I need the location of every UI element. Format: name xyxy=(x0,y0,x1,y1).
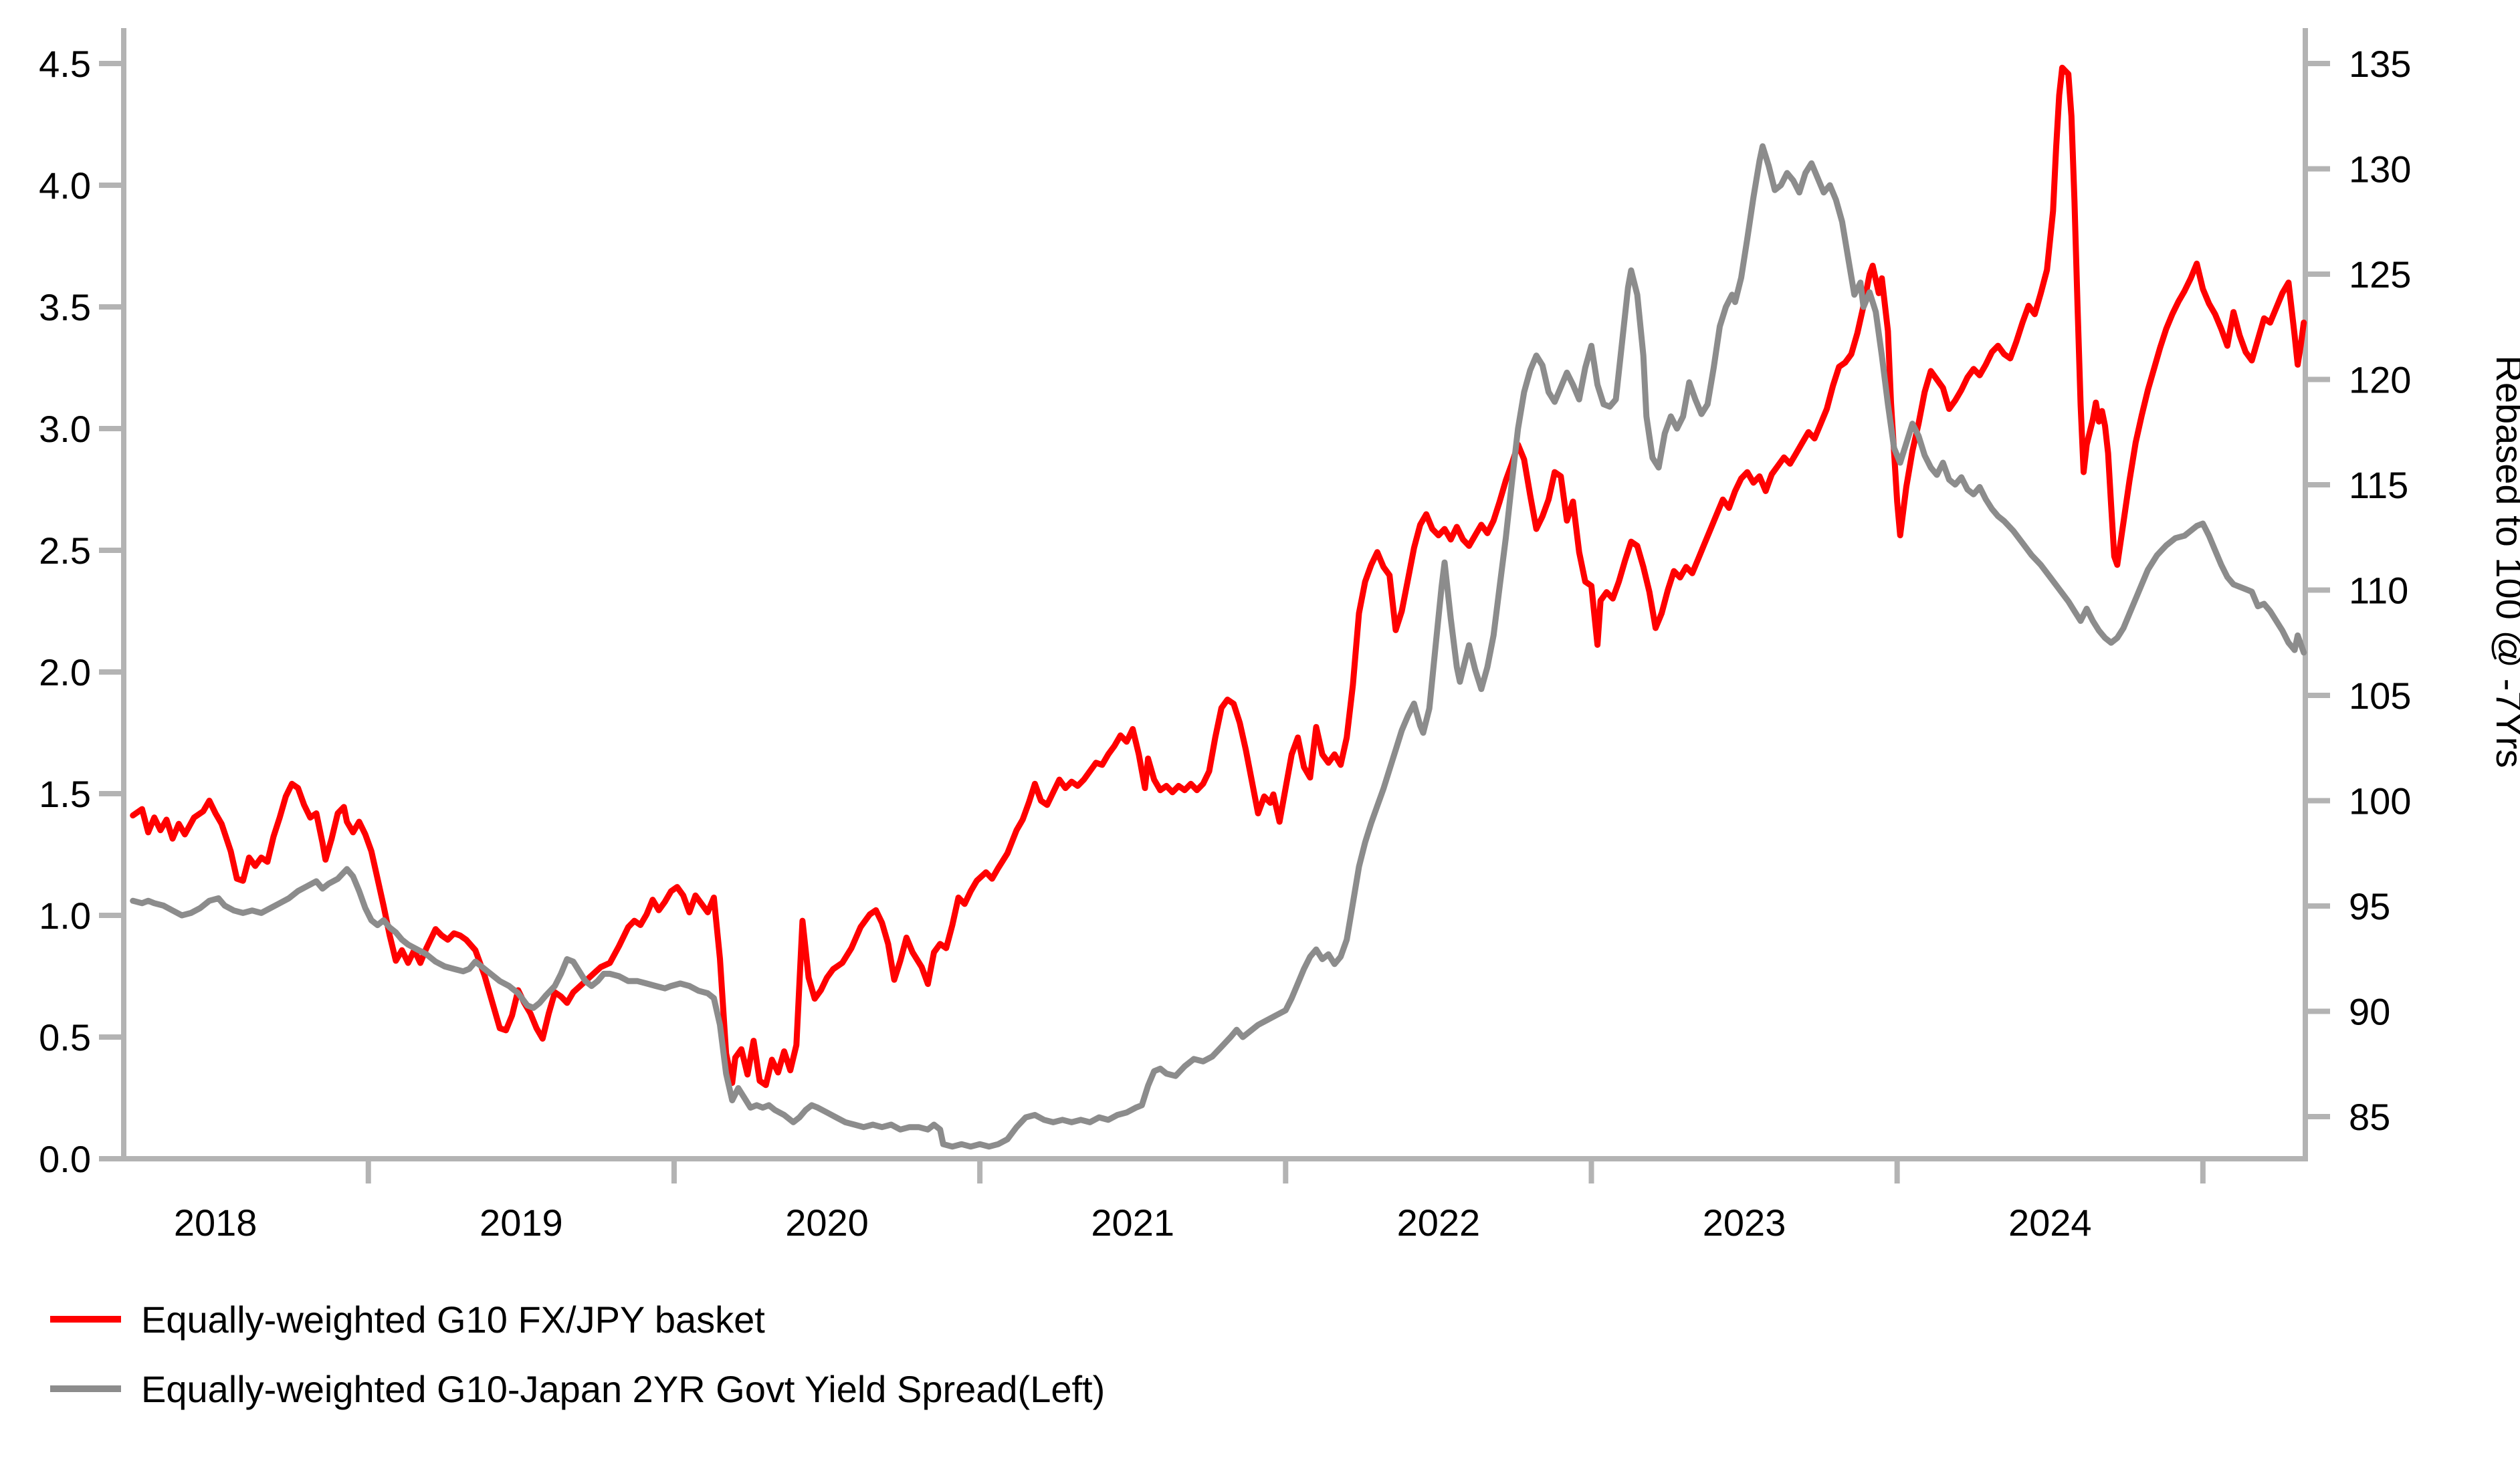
right-axis-tick-label: 125 xyxy=(2349,253,2411,296)
right-axis-tick-label: 95 xyxy=(2349,885,2390,927)
left-axis-tick-label: 2.0 xyxy=(39,651,91,693)
x-axis-year-label: 2019 xyxy=(480,1202,563,1244)
legend-swatch-gray-line xyxy=(50,1385,121,1392)
right-axis-tick-label: 115 xyxy=(2349,464,2408,506)
right-axis-tick-label: 135 xyxy=(2349,43,2411,85)
left-axis-tick-label: 0.5 xyxy=(39,1016,91,1058)
left-axis-tick-label: 3.0 xyxy=(39,408,91,450)
series-line-yield-spread xyxy=(130,143,2307,1150)
left-axis-tick-label: 2.5 xyxy=(39,530,91,572)
left-axis-tick-label: 4.0 xyxy=(39,164,91,207)
x-axis-year-label: 2021 xyxy=(1091,1202,1174,1244)
left-axis-tick-label: 0.0 xyxy=(39,1138,91,1180)
right-axis-tick-label: 85 xyxy=(2349,1096,2390,1138)
left-axis-tick-label: 1.5 xyxy=(39,773,91,815)
legend-item-yield-spread: Equally-weighted G10-Japan 2YR Govt Yiel… xyxy=(50,1365,1105,1412)
series-line-fx-basket xyxy=(130,64,2307,1089)
legend: Equally-weighted G10 FX/JPY basket Equal… xyxy=(50,1296,1105,1435)
right-axis-tick-label: 90 xyxy=(2349,991,2390,1033)
left-axis-tick-label: 1.0 xyxy=(39,895,91,937)
legend-swatch-red-line xyxy=(50,1316,121,1323)
left-axis-tick-label: 4.5 xyxy=(39,43,91,85)
x-axis-year-label: 2022 xyxy=(1397,1202,1481,1244)
right-axis-title: Rebased to 100 @ -7Yrs xyxy=(2489,355,2520,768)
right-axis-tick-label: 120 xyxy=(2349,359,2411,401)
right-axis-tick-label: 105 xyxy=(2349,675,2411,717)
legend-label: Equally-weighted G10-Japan 2YR Govt Yiel… xyxy=(141,1367,1106,1410)
x-axis-year-label: 2024 xyxy=(2008,1202,2092,1244)
right-axis-tick-label: 130 xyxy=(2349,148,2411,191)
x-axis-year-label: 2018 xyxy=(174,1202,257,1244)
right-axis-tick-label: 100 xyxy=(2349,780,2411,822)
x-axis-year-label: 2020 xyxy=(785,1202,869,1244)
legend-item-fx-basket: Equally-weighted G10 FX/JPY basket xyxy=(50,1296,1105,1343)
right-axis-tick-label: 110 xyxy=(2349,570,2408,612)
x-axis-year-label: 2023 xyxy=(1703,1202,1786,1244)
left-axis-tick-label: 3.5 xyxy=(39,286,91,328)
legend-label: Equally-weighted G10 FX/JPY basket xyxy=(141,1298,765,1341)
